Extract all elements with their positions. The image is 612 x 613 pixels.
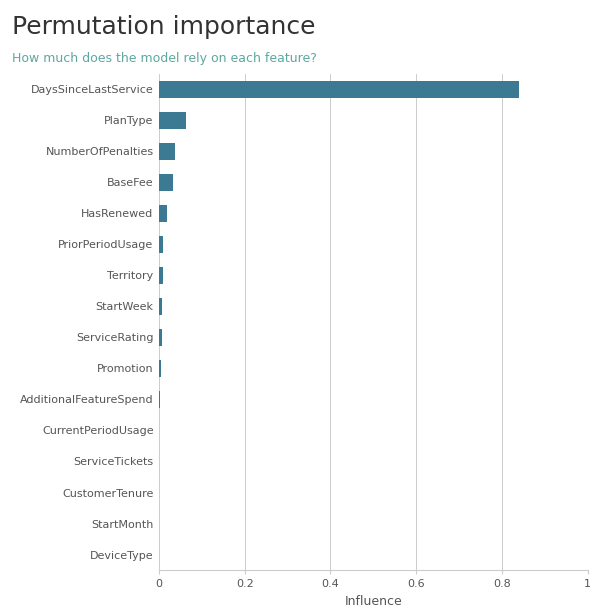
Bar — [159, 267, 163, 284]
Bar — [159, 143, 176, 159]
Bar — [159, 329, 162, 346]
Bar — [159, 173, 173, 191]
Bar — [159, 391, 160, 408]
Text: Permutation importance: Permutation importance — [12, 15, 316, 39]
Bar — [159, 298, 162, 315]
Bar — [159, 80, 519, 97]
X-axis label: Influence: Influence — [345, 595, 402, 607]
Text: How much does the model rely on each feature?: How much does the model rely on each fea… — [12, 52, 317, 65]
Bar — [159, 205, 167, 222]
Bar — [159, 236, 163, 253]
Bar — [159, 360, 161, 377]
Bar — [159, 112, 185, 129]
